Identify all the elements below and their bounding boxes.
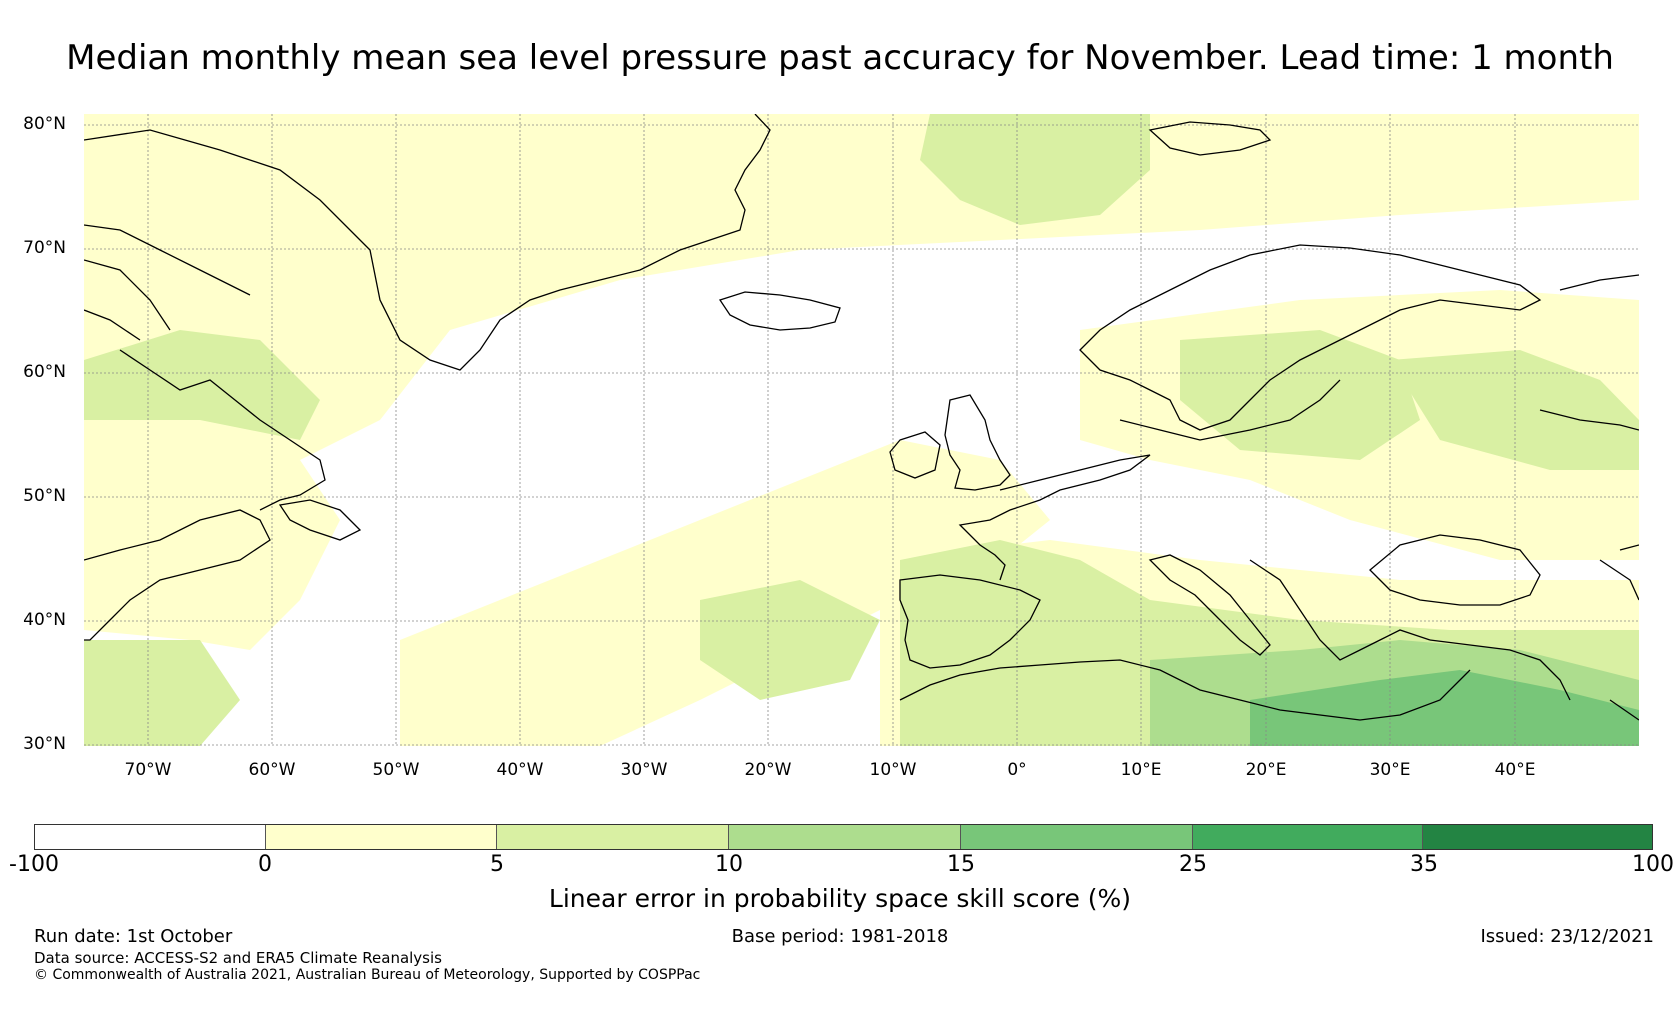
greenland-coast xyxy=(84,114,771,371)
uk-coast xyxy=(944,394,1011,491)
baffin-coast xyxy=(84,224,251,341)
colorbar-segment xyxy=(35,825,266,849)
lon-label-70w: 70°W xyxy=(124,760,172,780)
newfoundland-coast xyxy=(278,499,362,541)
colorbar-segment xyxy=(1423,825,1653,849)
colorbar-tick: 100 xyxy=(1632,852,1674,877)
colorbar-tick: 35 xyxy=(1410,852,1438,877)
colorbar-label: Linear error in probability space skill … xyxy=(548,884,1132,913)
colorbar xyxy=(34,824,1653,850)
black-sea-coast xyxy=(1369,534,1541,606)
colorbar-segment xyxy=(497,825,730,849)
shade-15-25-levant xyxy=(1250,670,1639,746)
east-coast xyxy=(1599,544,1639,721)
issued-date: Issued: 23/12/2021 xyxy=(1480,926,1654,947)
shade-0-5-central xyxy=(400,440,1050,746)
scandinavia-coast xyxy=(1079,244,1542,431)
lat-label-50n: 50°N xyxy=(23,486,66,506)
labrador-coast xyxy=(119,349,326,511)
shade-5-10-labrador xyxy=(84,330,320,440)
europe-coast xyxy=(958,454,1151,581)
turkey-coast xyxy=(1429,639,1571,701)
lon-label-50w: 50°W xyxy=(372,760,420,780)
colorbar-segment xyxy=(265,825,498,849)
colorbar-tick: -100 xyxy=(9,852,59,877)
shade-5-10-atlantic xyxy=(700,580,880,700)
lon-label-30w: 30°W xyxy=(620,760,668,780)
colorbar-tick: 0 xyxy=(258,852,272,877)
shade-0-5-north xyxy=(84,114,1639,520)
colorbar-segment xyxy=(1192,825,1424,849)
shade-5-10-russia xyxy=(1390,350,1639,470)
lat-label-30n: 30°N xyxy=(23,734,66,754)
lon-label-40e: 40°E xyxy=(1494,760,1536,780)
lon-label-40w: 40°W xyxy=(496,760,544,780)
colorbar-tick: 5 xyxy=(490,852,504,877)
lon-label-30e: 30°E xyxy=(1369,760,1411,780)
lon-label-10e: 10°E xyxy=(1120,760,1162,780)
lat-label-40n: 40°N xyxy=(23,610,66,630)
russia-coast xyxy=(1539,274,1639,431)
run-date: Run date: 1st October xyxy=(34,926,233,947)
baltic-coast xyxy=(1119,379,1341,441)
copyright: © Commonwealth of Australia 2021, Austra… xyxy=(34,967,701,983)
lon-label-20e: 20°E xyxy=(1245,760,1287,780)
gridlines xyxy=(84,114,1639,746)
coastlines xyxy=(84,114,1639,721)
lat-label-80n: 80°N xyxy=(23,114,66,134)
map-plot xyxy=(84,114,1639,746)
balkans-coast xyxy=(1249,559,1431,661)
shade-5-10-arctic xyxy=(920,114,1150,225)
data-source: Data source: ACCESS-S2 and ERA5 Climate … xyxy=(34,949,442,967)
italy-coast xyxy=(1148,554,1271,656)
ireland-coast xyxy=(889,431,941,479)
lat-label-70n: 70°N xyxy=(23,238,66,258)
north-africa-coast xyxy=(899,659,1471,721)
svalbard-coast xyxy=(1148,121,1272,156)
colorbar-segment xyxy=(729,825,961,849)
shade-5-10-sw xyxy=(84,640,240,746)
lon-label-20w: 20°W xyxy=(744,760,792,780)
lon-label-60w: 60°W xyxy=(248,760,296,780)
base-period: Base period: 1981-2018 xyxy=(731,926,949,947)
map-title: Median monthly mean sea level pressure p… xyxy=(66,38,1614,78)
iberia-coast xyxy=(899,574,1041,669)
lat-label-60n: 60°N xyxy=(23,362,66,382)
lon-label-10w: 10°W xyxy=(869,760,917,780)
colorbar-tick: 10 xyxy=(715,852,743,877)
canada-east-coast xyxy=(84,509,271,641)
colorbar-tick: 15 xyxy=(947,852,975,877)
shade-5-10-scandinavia xyxy=(1180,330,1420,460)
colorbar-segment xyxy=(960,825,1193,849)
colorbar-tick: 25 xyxy=(1179,852,1207,877)
iceland-coast xyxy=(718,291,841,331)
skill-score-shading xyxy=(84,114,1639,746)
lon-label-0: 0° xyxy=(1007,760,1027,780)
